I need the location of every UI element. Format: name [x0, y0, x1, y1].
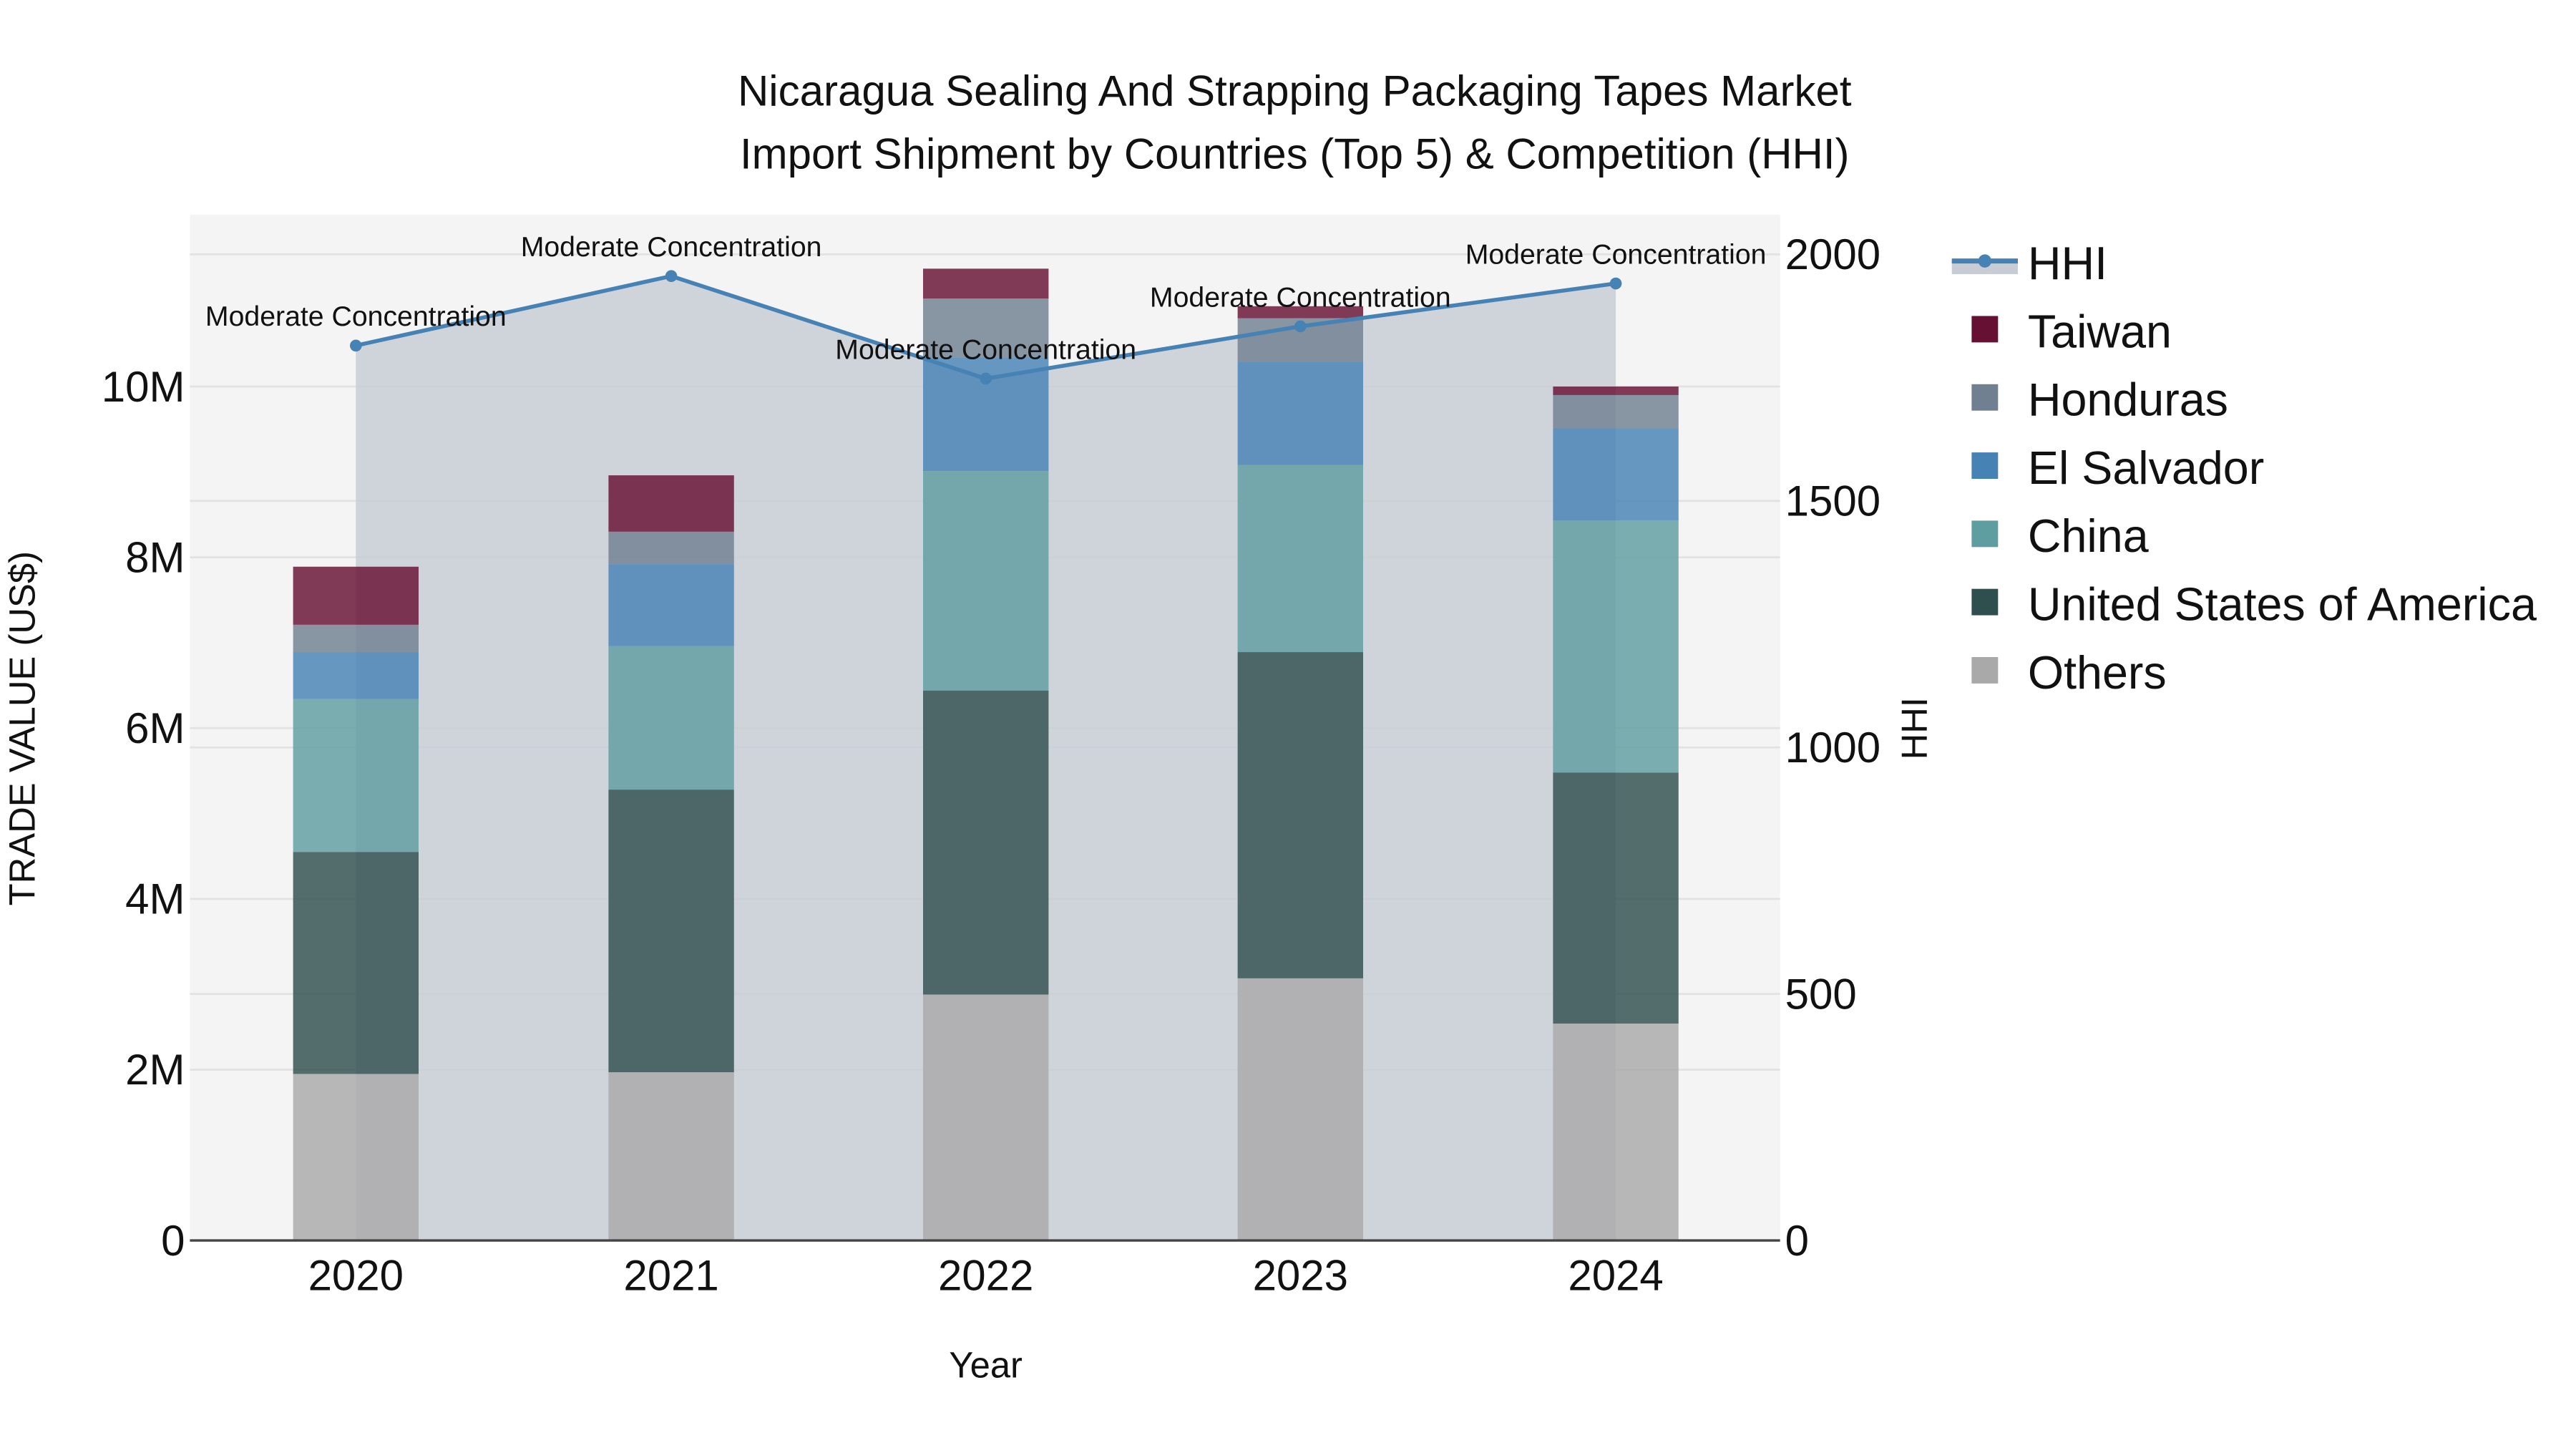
legend-label: El Salvador — [2028, 442, 2264, 494]
bar-segment-honduras[interactable] — [1553, 394, 1679, 429]
legend-item-el-salvador[interactable]: El Salvador — [1971, 442, 2264, 494]
legend-item-honduras[interactable]: Honduras — [1971, 374, 2228, 426]
x-tick-label: 2020 — [308, 1251, 404, 1299]
bar-segment-others[interactable] — [1553, 1024, 1679, 1241]
legend-label: Taiwan — [2028, 306, 2172, 357]
bar-segment-united-states-of-america[interactable] — [608, 789, 734, 1073]
y2-axis-ticks: 0 500 1000 1500 2000 — [1785, 230, 1880, 1265]
bar-segment-united-states-of-america[interactable] — [293, 852, 419, 1074]
legend-swatch-icon — [1971, 657, 1999, 684]
bar-segment-united-states-of-america[interactable] — [923, 690, 1049, 995]
y2-tick-label: 500 — [1785, 970, 1857, 1018]
bar-segment-united-states-of-america[interactable] — [1553, 772, 1679, 1024]
y-axis-title: TRADE VALUE (US$) — [1, 551, 42, 905]
bar-segment-taiwan[interactable] — [293, 566, 419, 625]
hhi-annotation: Moderate Concentration — [521, 231, 822, 263]
y2-tick-label: 0 — [1785, 1217, 1809, 1265]
bar-stack-2020[interactable] — [293, 566, 419, 1241]
legend-item-others[interactable]: Others — [1971, 647, 2167, 699]
bar-segment-taiwan[interactable] — [1237, 306, 1363, 319]
y-tick-label: 8M — [125, 533, 185, 581]
legend-swatch-icon — [1971, 384, 1999, 411]
y-tick-label: 6M — [125, 704, 185, 752]
bar-segment-honduras[interactable] — [923, 298, 1049, 358]
x-tick-label: 2024 — [1568, 1251, 1663, 1299]
x-axis-title: Year — [949, 1345, 1023, 1386]
x-axis-ticks: 2020 2021 2022 2023 2024 — [308, 1251, 1664, 1299]
hhi-marker-2024[interactable] — [1609, 277, 1622, 290]
y-tick-label: 2M — [125, 1046, 185, 1094]
bar-segment-honduras[interactable] — [608, 531, 734, 565]
bar-segment-others[interactable] — [1237, 978, 1363, 1241]
y-tick-label: 4M — [125, 875, 185, 923]
bar-segment-taiwan[interactable] — [923, 268, 1049, 299]
bar-segment-china[interactable] — [293, 699, 419, 852]
legend-item-taiwan[interactable]: Taiwan — [1971, 306, 2172, 357]
hhi-marker-2022[interactable] — [980, 372, 992, 385]
bar-segment-others[interactable] — [293, 1074, 419, 1241]
legend-label: HHI — [2028, 238, 2107, 289]
bar-stack-2024[interactable] — [1553, 387, 1679, 1241]
y-tick-label: 0 — [161, 1217, 185, 1265]
x-tick-label: 2021 — [623, 1251, 718, 1299]
y2-tick-label: 2000 — [1785, 230, 1880, 278]
hhi-marker-2023[interactable] — [1294, 320, 1307, 333]
bar-segment-el-salvador[interactable] — [293, 652, 419, 699]
legend: HHI Taiwan Honduras El Salvador China United … — [1951, 238, 2537, 699]
legend-marker-icon — [1978, 254, 1992, 268]
bar-segment-el-salvador[interactable] — [1553, 428, 1679, 521]
bar-segment-united-states-of-america[interactable] — [1237, 652, 1363, 978]
bar-segment-el-salvador[interactable] — [608, 564, 734, 646]
legend-label: Others — [2028, 647, 2167, 699]
legend-swatch-icon — [1971, 452, 1999, 479]
bar-stack-2022[interactable] — [923, 268, 1049, 1241]
x-tick-label: 2023 — [1253, 1251, 1348, 1299]
y-axis-ticks: 0 2M 4M 6M 8M 10M — [102, 363, 185, 1265]
legend-item-united-states-of-america[interactable]: United States of America — [1971, 579, 2537, 631]
hhi-annotation: Moderate Concentration — [1465, 238, 1767, 270]
bar-segment-china[interactable] — [1553, 520, 1679, 773]
legend-label: Honduras — [2028, 374, 2228, 426]
legend-item-hhi[interactable]: HHI — [1951, 238, 2107, 289]
bar-stack-2021[interactable] — [608, 475, 734, 1241]
y2-tick-label: 1000 — [1785, 724, 1880, 772]
bar-segment-china[interactable] — [608, 646, 734, 790]
y2-axis-title: HHI — [1894, 697, 1935, 759]
legend-label: China — [2028, 510, 2149, 562]
x-tick-label: 2022 — [938, 1251, 1033, 1299]
hhi-annotation: Moderate Concentration — [1150, 281, 1451, 313]
legend-item-china[interactable]: China — [1971, 510, 2149, 562]
hhi-annotation: Moderate Concentration — [835, 334, 1136, 365]
chart-title-line-1: Nicaragua Sealing And Strapping Packagin… — [738, 67, 1852, 115]
legend-label: United States of America — [2028, 579, 2537, 631]
bar-segment-others[interactable] — [923, 994, 1049, 1241]
hhi-annotations: Moderate Concentration Moderate Concentra… — [205, 231, 1767, 365]
bar-segment-el-salvador[interactable] — [1237, 361, 1363, 465]
bar-segment-taiwan[interactable] — [1553, 387, 1679, 395]
y-tick-label: 10M — [102, 363, 185, 411]
hhi-line — [350, 270, 1622, 385]
legend-swatch-icon — [1971, 316, 1999, 343]
bar-segment-honduras[interactable] — [293, 624, 419, 653]
hhi-marker-2021[interactable] — [665, 270, 678, 283]
legend-swatch-icon — [1971, 588, 1999, 616]
chart-title-line-2: Import Shipment by Countries (Top 5) & C… — [740, 130, 1850, 178]
stacked-bars — [293, 268, 1679, 1241]
bar-segment-others[interactable] — [608, 1072, 734, 1241]
bar-segment-taiwan[interactable] — [608, 475, 734, 532]
y2-tick-label: 1500 — [1785, 477, 1880, 525]
bar-stack-2023[interactable] — [1237, 306, 1363, 1241]
hhi-marker-2020[interactable] — [350, 339, 362, 352]
bar-segment-china[interactable] — [923, 471, 1049, 691]
hhi-annotation: Moderate Concentration — [205, 301, 507, 332]
legend-swatch-icon — [1971, 520, 1999, 548]
bar-segment-china[interactable] — [1237, 465, 1363, 653]
